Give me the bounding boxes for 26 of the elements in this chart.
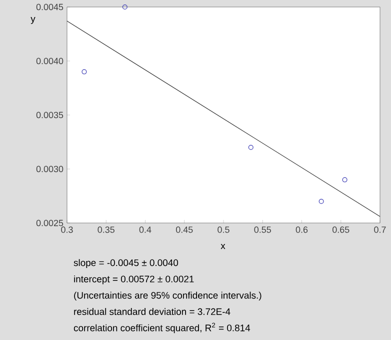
x-axis-title: x — [220, 244, 226, 249]
y-tick-label: 0.0025 — [36, 220, 64, 226]
text: correlation coefficient squared, R$^{2}$ = 0.814 — [74, 322, 250, 334]
x-tick-label: 0.7 — [374, 226, 386, 233]
text: (Uncertainties are 95% confidence intervals.) — [74, 292, 262, 301]
x-tick-label: 0.35 — [98, 226, 114, 233]
y-tick-label: 0.0045 — [36, 4, 64, 10]
y-tick-label: 0.0040 — [36, 58, 64, 64]
text: slope = -0.0045 ± 0.0040 — [74, 259, 178, 268]
y-tick-label: 0.0035 — [36, 112, 64, 118]
y-axis-title: y — [30, 16, 36, 24]
point — [342, 177, 348, 182]
x-tick-label: 0.55 — [254, 226, 271, 233]
point — [122, 4, 128, 10]
text: residual standard deviation = 3.72E-4 — [74, 308, 230, 315]
y-tick-label: 0.0030 — [36, 166, 64, 172]
point — [248, 144, 254, 150]
x-tick-label: 0.5 — [218, 226, 230, 233]
x-tick-label: 0.3 — [61, 226, 73, 233]
point — [82, 69, 87, 74]
point — [318, 198, 324, 204]
x-tick-label: 0.4 — [139, 226, 152, 233]
x-tick-label: 0.6 — [296, 226, 308, 233]
x-tick-label: 0.65 — [332, 226, 350, 233]
text: intercept = 0.00572 ± 0.0021 — [74, 275, 194, 284]
x-tick-label: 0.45 — [176, 226, 193, 233]
